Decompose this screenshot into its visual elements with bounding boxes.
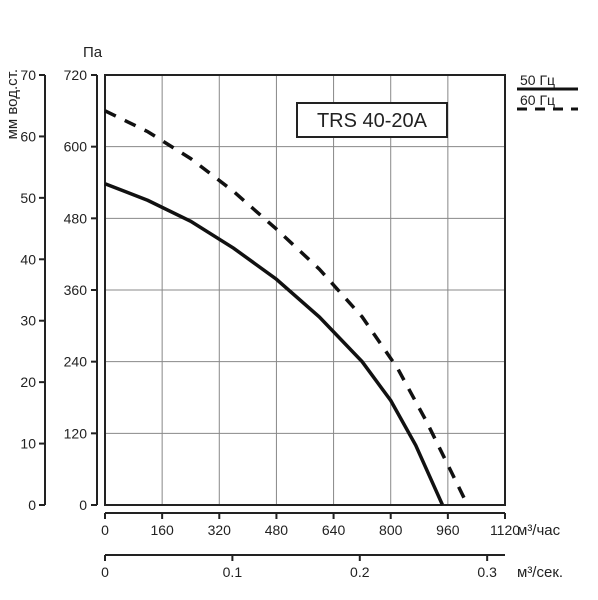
y-tick-label: 720: [64, 67, 88, 83]
y2-tick-label: 10: [20, 436, 36, 452]
chart-title: TRS 40-20A: [317, 110, 428, 132]
x-tick-label: 960: [436, 522, 460, 538]
x-tick-label: 0: [101, 522, 109, 538]
y2-tick-label: 30: [20, 313, 36, 329]
y2-tick-label: 60: [20, 128, 36, 144]
y-axis-primary-title: Па: [83, 44, 103, 61]
x-axis-primary-title: м³/час: [517, 522, 561, 539]
y2-tick-label: 50: [20, 190, 36, 206]
x-tick-label: 1120: [490, 522, 520, 538]
y-tick-label: 120: [64, 425, 88, 441]
x-tick-label: 320: [208, 522, 232, 538]
y2-tick-label: 70: [20, 67, 36, 83]
x-axis-secondary-title: м³/сек.: [517, 564, 563, 581]
x-tick-label: 480: [265, 522, 289, 538]
fan-curve-chart: 0 120 240 360 480 600 720 Па 0 10 20 30 40 50 60 70мм в…: [0, 0, 598, 600]
y-tick-label: 360: [64, 282, 88, 298]
y-axis-secondary-title: мм вод.ст.: [4, 69, 21, 139]
x2-tick-label: 0.1: [223, 564, 243, 580]
y-tick-label: 600: [64, 139, 88, 155]
x2-tick-label: 0: [101, 564, 109, 580]
y2-tick-label: 20: [20, 374, 36, 390]
y2-tick-label: 40: [20, 251, 36, 267]
y-tick-label: 480: [64, 210, 88, 226]
y-tick-label: 0: [79, 497, 87, 513]
legend-label: 60 Гц: [520, 92, 555, 108]
x2-tick-label: 0.2: [350, 564, 370, 580]
y-tick-label: 240: [64, 354, 88, 370]
x-tick-label: 800: [379, 522, 403, 538]
legend-label: 50 Гц: [520, 72, 555, 88]
y2-tick-label: 0: [28, 497, 36, 513]
x-tick-label: 640: [322, 522, 346, 538]
x-tick-label: 160: [150, 522, 174, 538]
x2-tick-label: 0.3: [477, 564, 497, 580]
page: 0 120 240 360 480 600 720 Па 0 10 20 30 40 50 60 70мм в…: [0, 0, 598, 600]
